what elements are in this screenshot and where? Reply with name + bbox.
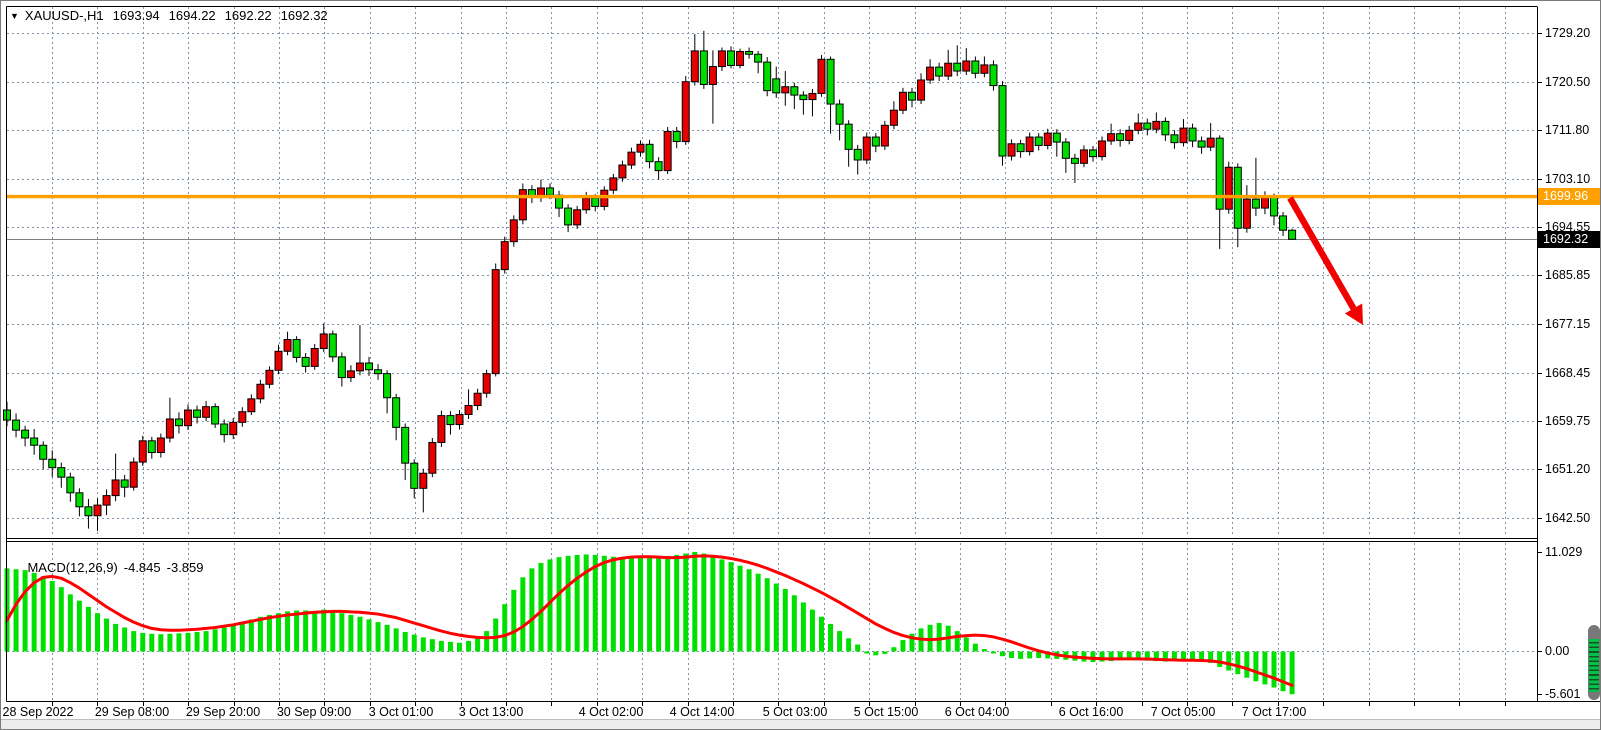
time-axis-label: 30 Sep 09:00 [276, 705, 352, 719]
price-axis-label: 1729.20 [1545, 26, 1591, 40]
time-axis-label: 28 Sep 2022 [2, 705, 74, 719]
macd-name: MACD(12,26,9) [27, 560, 118, 575]
bar-close-value: 1692.32 [280, 8, 328, 23]
symbol-header: ▼ XAUUSD-,H1 1693.94 1694.22 1692.22 169… [10, 8, 328, 23]
macd-axis-label: 11.029 [1545, 545, 1583, 559]
time-axis-label: 5 Oct 15:00 [853, 705, 919, 719]
vertical-scrollbar-thumb[interactable] [1588, 625, 1600, 700]
price-axis-label: 1720.50 [1545, 74, 1591, 89]
hline-price-text: 1699.96 [1543, 189, 1589, 204]
price-axis-label: 1668.45 [1545, 365, 1591, 380]
last-price-text: 1692.32 [1543, 231, 1589, 246]
price-axis-label: 1651.20 [1545, 462, 1591, 477]
scrollbar-stripes [1589, 639, 1599, 692]
macd-histogram [4, 551, 1295, 695]
time-axis-label: 29 Sep 08:00 [94, 705, 170, 719]
price-axis-label: 1703.10 [1545, 172, 1591, 186]
macd-axis-label: -5.601 [1545, 687, 1581, 701]
price-axis-label: 1642.50 [1545, 510, 1591, 525]
time-axis-label: 4 Oct 14:00 [669, 705, 735, 719]
time-axis-label: 29 Sep 20:00 [185, 705, 261, 719]
status-strip [1, 719, 1600, 729]
last-price-tag: 1692.32 [1538, 230, 1600, 248]
bar-high-value: 1694.22 [168, 8, 216, 23]
time-axis-label: 7 Oct 17:00 [1241, 705, 1307, 719]
time-axis-label: 3 Oct 13:00 [458, 705, 524, 719]
panel-borders [6, 6, 1600, 706]
time-axis-label: 6 Oct 04:00 [944, 705, 1010, 719]
hline-price-tag: 1699.96 [1538, 188, 1600, 206]
time-axis-label: 5 Oct 03:00 [762, 705, 828, 719]
bar-open-value: 1693.94 [112, 8, 160, 23]
price-axis-label: 1659.75 [1545, 414, 1591, 429]
time-axis-label: 7 Oct 05:00 [1150, 705, 1216, 719]
price-axis-label: 1685.85 [1545, 268, 1591, 283]
macd-signal-line [5, 554, 1294, 687]
macd-axis-label: 0.00 [1545, 643, 1570, 658]
price-axis-label: 1677.15 [1545, 317, 1591, 332]
horizontal-line-object [7, 194, 1537, 199]
time-axis-label: 6 Oct 16:00 [1058, 705, 1124, 719]
macd-indicator-label: MACD(12,26,9) -4.845 -3.859 [13, 545, 210, 590]
trend-arrow [1287, 196, 1363, 325]
time-axis-label: 4 Oct 02:00 [578, 705, 644, 719]
grid-lines [7, 7, 1537, 701]
bar-low-value: 1692.22 [224, 8, 272, 23]
time-axis-label: 3 Oct 01:00 [368, 705, 434, 719]
candles [3, 30, 1297, 531]
macd-signal-value: -3.859 [166, 560, 204, 575]
price-axis-label: 1711.80 [1545, 123, 1590, 138]
triangle-down-icon[interactable]: ▼ [10, 10, 19, 21]
macd-main-value: -4.845 [123, 560, 161, 575]
symbol-period-label: XAUUSD-,H1 [24, 8, 104, 23]
price-axis-label: 1694.55 [1545, 219, 1591, 234]
